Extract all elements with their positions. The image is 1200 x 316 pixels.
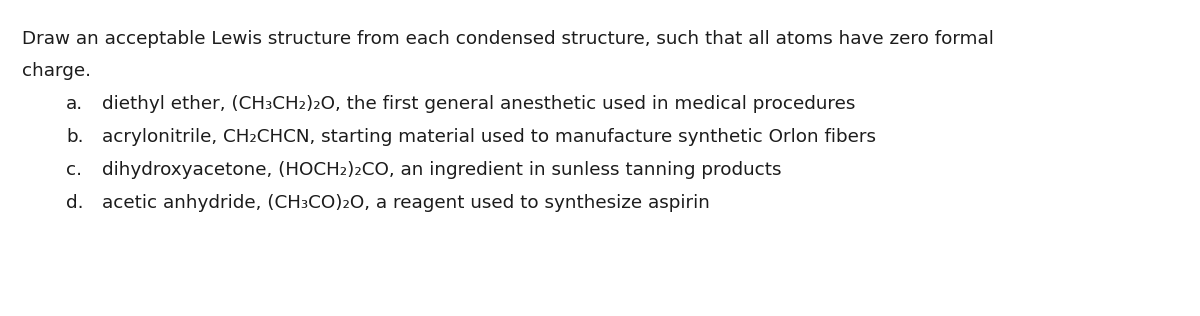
Text: charge.: charge. — [22, 62, 91, 80]
Text: d.: d. — [66, 194, 84, 212]
Text: a.: a. — [66, 95, 83, 113]
Text: dihydroxyacetone, (HOCH₂)₂CO, an ingredient in sunless tanning products: dihydroxyacetone, (HOCH₂)₂CO, an ingredi… — [102, 161, 781, 179]
Text: acetic anhydride, (CH₃CO)₂O, a reagent used to synthesize aspirin: acetic anhydride, (CH₃CO)₂O, a reagent u… — [102, 194, 710, 212]
Text: Draw an acceptable Lewis structure from each condensed structure, such that all : Draw an acceptable Lewis structure from … — [22, 30, 994, 48]
Text: c.: c. — [66, 161, 82, 179]
Text: b.: b. — [66, 128, 84, 146]
Text: acrylonitrile, CH₂CHCN, starting material used to manufacture synthetic Orlon fi: acrylonitrile, CH₂CHCN, starting materia… — [102, 128, 876, 146]
Text: diethyl ether, (CH₃CH₂)₂O, the first general anesthetic used in medical procedur: diethyl ether, (CH₃CH₂)₂O, the first gen… — [102, 95, 856, 113]
